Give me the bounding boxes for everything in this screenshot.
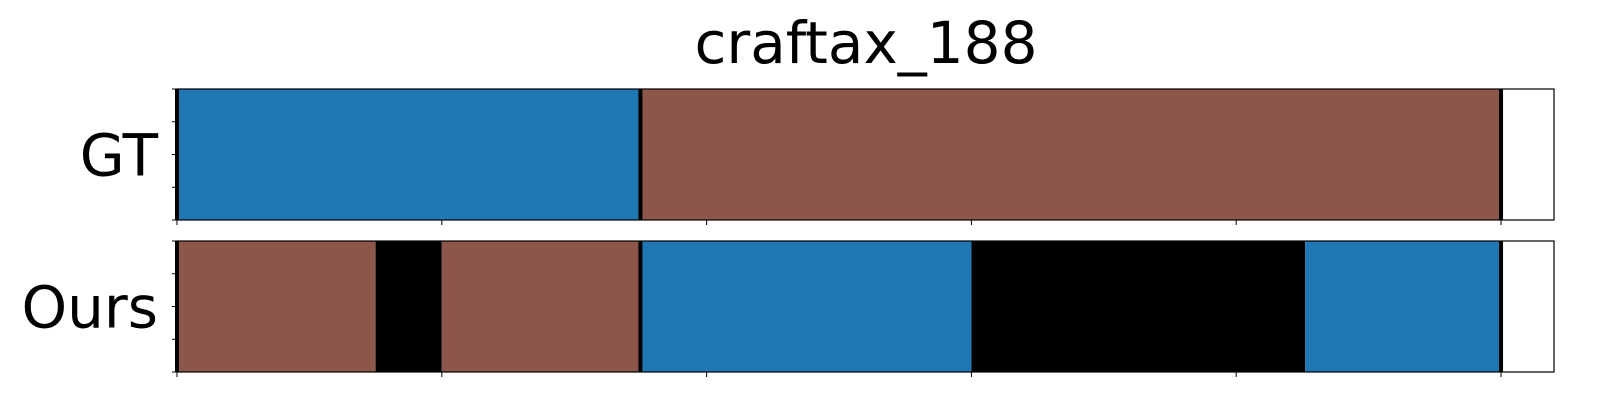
row-0: GT	[80, 88, 1555, 225]
segment-bar	[640, 241, 972, 372]
segment-bar	[1305, 241, 1502, 372]
chart-title: craftax_188	[695, 9, 1038, 77]
row-1: Ours	[22, 240, 1555, 377]
segment-bar	[177, 241, 376, 372]
row-label-ours: Ours	[22, 274, 158, 342]
segment-bar	[375, 241, 442, 372]
segment-bar	[971, 241, 1306, 372]
segment-bar	[441, 241, 641, 372]
row-label-gt: GT	[80, 122, 159, 190]
segment-bar	[177, 89, 641, 220]
segment-bar	[640, 89, 1502, 220]
